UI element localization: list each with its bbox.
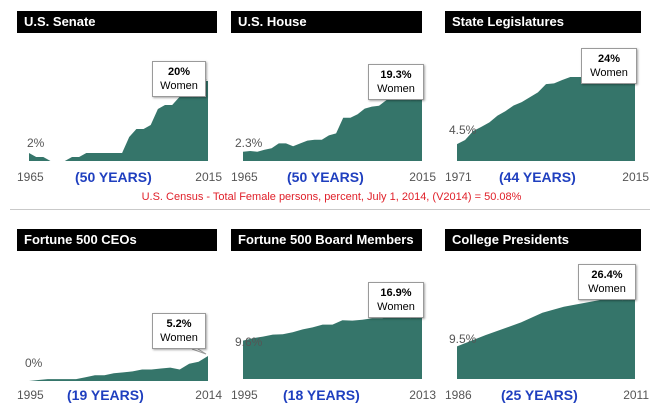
end-year-label: 2015 — [409, 170, 436, 184]
end-value-label: 24% — [597, 53, 621, 65]
end-value-label: 20% — [167, 66, 191, 78]
start-value-label: 9.6% — [235, 335, 263, 349]
end-value-callout: 19.3% Women — [368, 64, 424, 100]
years-span-label: (50 YEARS) — [287, 169, 364, 185]
census-note: U.S. Census - Total Female persons, perc… — [141, 191, 522, 203]
years-span-label: (50 YEARS) — [75, 169, 152, 185]
area-chart: 9.6% 1995 2013 (18 YEARS) — [231, 309, 436, 403]
end-year-label: 2015 — [195, 170, 222, 184]
callout-pointer — [191, 348, 207, 355]
panel-title: College Presidents — [445, 229, 641, 251]
panel-title: State Legislatures — [445, 11, 641, 33]
end-value-unit: Women — [588, 283, 626, 295]
end-value-label: 5.2% — [166, 318, 192, 330]
end-value-callout: 5.2% Women — [152, 313, 206, 349]
panel-title: U.S. Senate — [17, 11, 217, 33]
years-span-label: (19 YEARS) — [67, 387, 144, 403]
panel-title: Fortune 500 CEOs — [17, 229, 217, 251]
area-chart: 0% 1995 2014 (19 YEARS) — [17, 348, 222, 403]
end-value-unit: Women — [160, 332, 198, 344]
area-series — [243, 83, 422, 161]
area-series — [457, 69, 635, 161]
panel-title: Fortune 500 Board Members — [231, 229, 422, 251]
area-chart: 2.3% 1965 2015 (50 YEARS) — [231, 81, 436, 185]
end-year-label: 2011 — [623, 388, 649, 402]
start-value-label: 9.5% — [449, 332, 477, 346]
years-span-label: (18 YEARS) — [283, 387, 360, 403]
start-year-label: 1965 — [17, 170, 44, 184]
start-value-label: 0% — [25, 356, 43, 370]
panel-us-senate: U.S. Senate 2% 1965 2015 (50 YEARS) 20% Wom… — [17, 11, 227, 191]
end-value-callout: 26.4% Women — [578, 264, 636, 300]
end-value-callout: 20% Women — [152, 61, 206, 97]
end-value-label: 26.4% — [591, 269, 623, 281]
area-series — [29, 356, 208, 381]
start-value-label: 4.5% — [449, 123, 477, 137]
area-chart: 2% 1965 2015 (50 YEARS) — [17, 78, 222, 185]
end-value-unit: Women — [160, 80, 198, 92]
panel-state-legislatures: State Legislatures 4.5% 1971 2015 (44 YEARS… — [445, 11, 655, 191]
start-year-label: 1995 — [231, 388, 258, 402]
start-year-label: 1971 — [445, 170, 472, 184]
end-year-label: 2013 — [409, 388, 436, 402]
area-series — [243, 311, 422, 379]
panel-title: U.S. House — [231, 11, 422, 33]
years-span-label: (25 YEARS) — [501, 387, 578, 403]
end-year-label: 2015 — [622, 170, 649, 184]
start-year-label: 1986 — [445, 388, 472, 402]
divider — [10, 209, 650, 210]
start-year-label: 1965 — [231, 170, 258, 184]
panel-college-presidents: College Presidents 9.5% 1986 2011 (25 YEARS… — [445, 229, 655, 409]
area-chart: 4.5% 1971 2015 (44 YEARS) — [445, 68, 649, 185]
end-value-label: 16.9% — [380, 287, 412, 299]
area-series — [457, 288, 635, 379]
start-value-label: 2.3% — [235, 136, 263, 150]
end-value-unit: Women — [377, 83, 415, 95]
panel-us-house: U.S. House 2.3% 1965 2015 (50 YEARS) 19.3% … — [231, 11, 441, 191]
area-chart: 9.5% 1986 2011 (25 YEARS) — [445, 286, 649, 403]
end-value-label: 19.3% — [380, 69, 412, 81]
years-span-label: (44 YEARS) — [499, 169, 576, 185]
end-value-unit: Women — [590, 67, 628, 79]
start-year-label: 1995 — [17, 388, 44, 402]
end-year-label: 2014 — [195, 388, 222, 402]
area-series — [29, 81, 208, 161]
end-value-unit: Women — [377, 301, 415, 313]
end-value-callout: 16.9% Women — [368, 282, 424, 318]
panel-fortune-500-ceos: Fortune 500 CEOs 0% 1995 2014 (19 YEARS) 5.… — [17, 229, 227, 409]
start-value-label: 2% — [27, 136, 45, 150]
panel-fortune-500-board-members: Fortune 500 Board Members 9.6% 1995 2013 (1… — [231, 229, 441, 409]
end-value-callout: 24% Women — [581, 48, 637, 84]
